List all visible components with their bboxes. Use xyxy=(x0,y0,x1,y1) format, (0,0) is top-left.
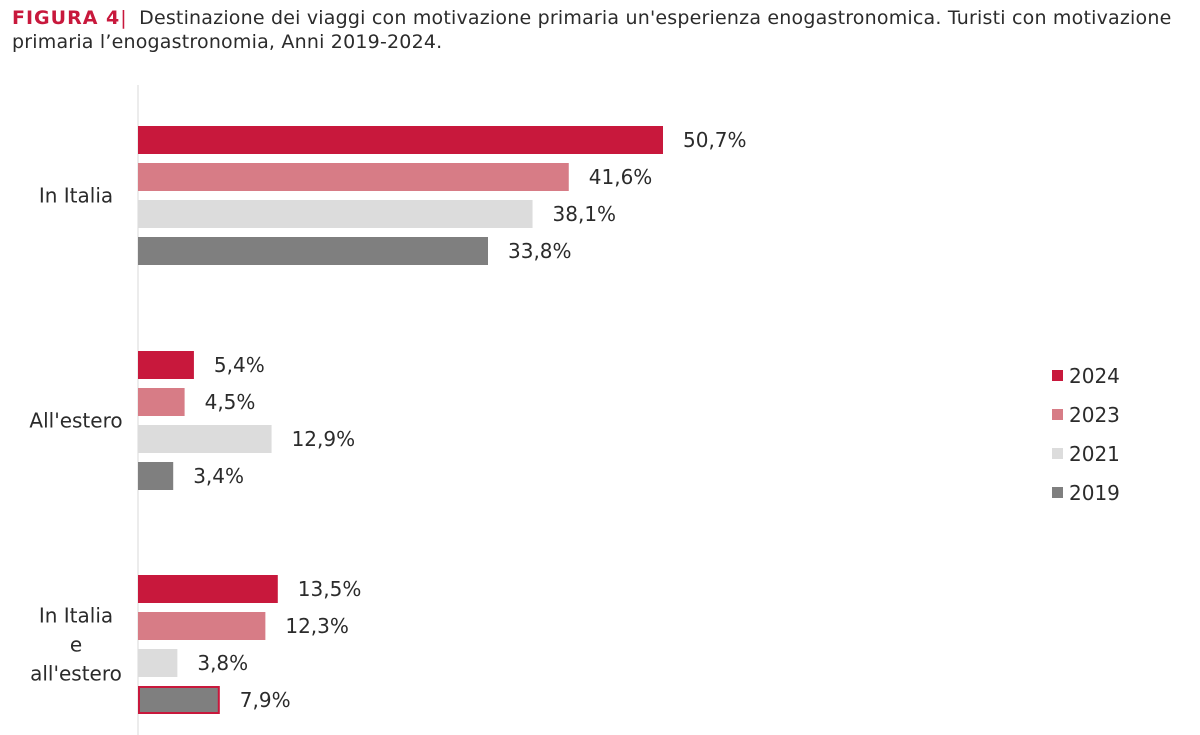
value-label-2019-cat-1: 3,4% xyxy=(193,464,244,488)
legend: 2024 2023 2021 2019 xyxy=(1052,356,1120,512)
value-label-2024-cat-1: 5,4% xyxy=(214,353,265,377)
category-label-2-line-2: all'estero xyxy=(30,662,122,686)
value-label-2021-cat-1: 12,9% xyxy=(292,427,356,451)
bar-2023-cat-0 xyxy=(138,163,569,191)
legend-item-2023: 2023 xyxy=(1052,395,1120,434)
value-label-2023-cat-2: 12,3% xyxy=(285,614,349,638)
bar-2024-cat-2 xyxy=(138,575,278,603)
legend-item-2019: 2019 xyxy=(1052,473,1120,512)
value-label-2023-cat-1: 4,5% xyxy=(205,390,256,414)
value-label-2019-cat-2: 7,9% xyxy=(240,688,291,712)
legend-label-2023: 2023 xyxy=(1069,402,1120,427)
bar-2023-cat-1 xyxy=(138,388,185,416)
bar-2019-cat-0 xyxy=(138,237,488,265)
legend-label-2019: 2019 xyxy=(1069,480,1120,505)
legend-label-2021: 2021 xyxy=(1069,441,1120,466)
legend-item-2024: 2024 xyxy=(1052,356,1120,395)
value-label-2019-cat-0: 33,8% xyxy=(508,239,572,263)
category-label-1-line-0: All'estero xyxy=(29,409,122,433)
bar-2019-cat-2 xyxy=(138,686,220,714)
figure-number: FIGURA 4 xyxy=(12,7,121,29)
bar-2024-cat-0 xyxy=(138,126,663,154)
bar-2023-cat-2 xyxy=(138,612,266,640)
title-separator: | xyxy=(120,7,127,29)
category-label-0-line-0: In Italia xyxy=(39,184,113,208)
legend-swatch-2023 xyxy=(1052,409,1063,420)
value-label-2024-cat-0: 50,7% xyxy=(683,128,747,152)
bar-2019-cat-1 xyxy=(138,462,174,490)
legend-swatch-2019 xyxy=(1052,487,1063,498)
legend-swatch-2021 xyxy=(1052,448,1063,459)
title-text: Destinazione dei viaggi con motivazione … xyxy=(12,7,1172,53)
value-label-2023-cat-0: 41,6% xyxy=(589,165,653,189)
value-label-2021-cat-2: 3,8% xyxy=(197,651,248,675)
bar-2021-cat-0 xyxy=(138,200,533,228)
legend-item-2021: 2021 xyxy=(1052,434,1120,473)
legend-swatch-2024 xyxy=(1052,370,1063,381)
bar-2024-cat-1 xyxy=(138,351,194,379)
legend-label-2024: 2024 xyxy=(1069,363,1120,388)
bar-2021-cat-2 xyxy=(138,649,178,677)
category-label-2-line-0: In Italia xyxy=(39,604,113,628)
category-label-2-line-1: e xyxy=(70,633,82,657)
bar-2021-cat-1 xyxy=(138,425,272,453)
value-label-2024-cat-2: 13,5% xyxy=(298,577,362,601)
chart-title: FIGURA 4| Destinazione dei viaggi con mo… xyxy=(12,6,1192,54)
value-label-2021-cat-0: 38,1% xyxy=(553,202,617,226)
